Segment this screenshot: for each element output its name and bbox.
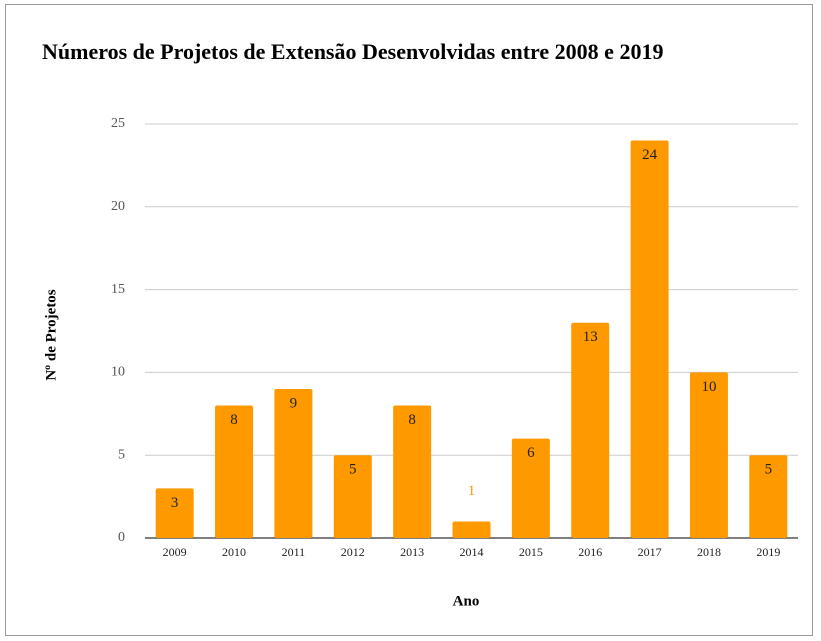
chart-title: Números de Projetos de Extensão Desenvol… [42, 39, 664, 64]
y-tick-label: 0 [118, 530, 125, 545]
data-label: 13 [583, 329, 598, 345]
x-tick-label: 2015 [519, 545, 543, 559]
y-tick-label: 20 [111, 199, 125, 214]
y-tick-label: 25 [111, 116, 125, 131]
data-label: 5 [765, 462, 773, 478]
chart-frame [5, 4, 813, 636]
data-label: 24 [642, 147, 658, 163]
x-tick-label: 2014 [460, 545, 484, 559]
x-tick-label: 2016 [578, 545, 602, 559]
bar [215, 405, 254, 538]
bar [274, 388, 313, 538]
data-label: 5 [349, 462, 357, 478]
bar [333, 455, 372, 538]
bar [571, 322, 610, 538]
data-label: 1 [468, 483, 476, 499]
x-tick-label: 2019 [756, 545, 780, 559]
y-tick-label: 10 [111, 365, 125, 380]
bar [749, 455, 788, 538]
x-tick-label: 2017 [638, 545, 662, 559]
x-tick-label: 2010 [222, 545, 246, 559]
bar [630, 140, 669, 538]
data-label: 8 [408, 412, 416, 428]
data-label: 10 [701, 379, 716, 395]
data-label: 9 [290, 395, 298, 411]
data-label: 8 [230, 412, 238, 428]
bar [452, 521, 491, 538]
bar [511, 438, 550, 538]
x-tick-label: 2012 [341, 545, 365, 559]
y-tick-label: 15 [111, 282, 125, 297]
x-tick-label: 2011 [282, 545, 306, 559]
data-label: 3 [171, 495, 179, 511]
bar [155, 488, 194, 538]
bar [393, 405, 432, 538]
data-label: 6 [527, 445, 535, 461]
x-tick-label: 2018 [697, 545, 721, 559]
x-axis-label: Ano [453, 593, 480, 609]
y-axis-label: Nº de Projetos [43, 289, 59, 380]
x-tick-label: 2009 [163, 545, 187, 559]
y-tick-label: 5 [118, 447, 125, 462]
bar [689, 372, 728, 538]
x-tick-label: 2013 [400, 545, 424, 559]
